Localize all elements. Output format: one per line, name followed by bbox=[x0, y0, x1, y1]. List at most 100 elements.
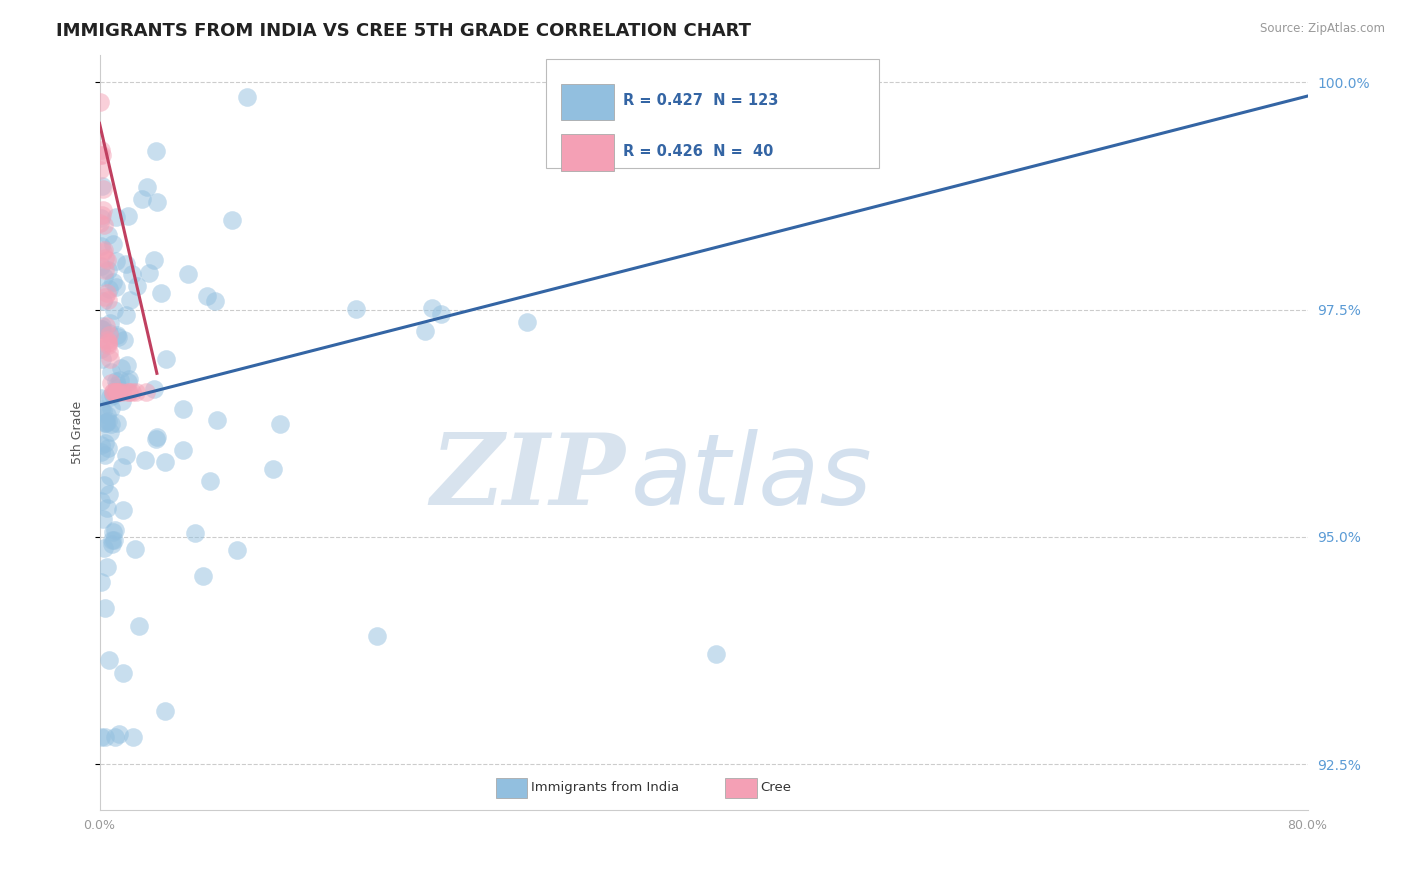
Point bbox=[90, 437, 112, 451]
Point bbox=[90, 259, 112, 273]
Point bbox=[105, 416, 128, 430]
Point bbox=[117, 209, 139, 223]
Point bbox=[269, 417, 291, 431]
Point bbox=[90, 342, 112, 356]
Point bbox=[111, 459, 134, 474]
Point bbox=[107, 378, 129, 392]
Point bbox=[97, 282, 120, 296]
Point bbox=[91, 203, 114, 218]
Point bbox=[93, 182, 115, 196]
Point bbox=[262, 461, 284, 475]
Point bbox=[105, 384, 128, 399]
Point bbox=[420, 301, 443, 315]
Point bbox=[98, 316, 121, 330]
FancyBboxPatch shape bbox=[561, 84, 614, 120]
Point bbox=[90, 730, 112, 744]
Point bbox=[143, 253, 166, 268]
Point bbox=[94, 416, 117, 430]
Point bbox=[105, 384, 128, 399]
Point bbox=[97, 441, 120, 455]
Point bbox=[104, 280, 127, 294]
Point bbox=[221, 213, 243, 227]
Point bbox=[155, 454, 177, 468]
Point bbox=[111, 503, 134, 517]
Point bbox=[90, 391, 112, 405]
Point bbox=[93, 243, 115, 257]
Point bbox=[118, 372, 141, 386]
Point bbox=[98, 469, 121, 483]
Text: Immigrants from India: Immigrants from India bbox=[531, 781, 679, 794]
Point bbox=[105, 375, 128, 389]
Point bbox=[125, 278, 148, 293]
Point bbox=[98, 352, 121, 367]
Point bbox=[97, 335, 120, 350]
Point bbox=[128, 619, 150, 633]
Point bbox=[91, 244, 114, 259]
Point bbox=[145, 145, 167, 159]
Point bbox=[97, 335, 120, 350]
Point bbox=[107, 727, 129, 741]
Point bbox=[96, 500, 118, 515]
Point bbox=[155, 704, 177, 718]
Point bbox=[89, 95, 111, 109]
Point bbox=[110, 394, 132, 409]
Point bbox=[97, 344, 120, 359]
Point bbox=[90, 239, 112, 253]
Point bbox=[98, 487, 121, 501]
Point bbox=[117, 375, 139, 389]
Point bbox=[101, 536, 124, 550]
Point bbox=[115, 308, 138, 322]
Point bbox=[103, 384, 125, 399]
Text: ZIP: ZIP bbox=[430, 429, 626, 526]
Point bbox=[97, 414, 120, 428]
Point bbox=[145, 433, 167, 447]
Text: R = 0.427  N = 123: R = 0.427 N = 123 bbox=[623, 94, 778, 109]
Point bbox=[98, 327, 121, 342]
Point bbox=[94, 416, 117, 430]
Point bbox=[96, 415, 118, 429]
Point bbox=[91, 512, 114, 526]
Point bbox=[103, 533, 125, 547]
Point bbox=[90, 143, 112, 157]
Point bbox=[91, 322, 114, 336]
Point bbox=[107, 384, 129, 399]
Point bbox=[96, 333, 118, 347]
Point bbox=[90, 445, 112, 459]
Point bbox=[94, 251, 117, 265]
Text: atlas: atlas bbox=[631, 429, 873, 526]
Point bbox=[236, 90, 259, 104]
Point bbox=[101, 388, 124, 402]
Point bbox=[100, 365, 122, 379]
Point bbox=[97, 293, 120, 307]
Point bbox=[98, 425, 121, 439]
Point bbox=[93, 218, 115, 232]
Point bbox=[107, 330, 129, 344]
Point bbox=[704, 648, 727, 662]
Point bbox=[413, 324, 436, 338]
FancyBboxPatch shape bbox=[496, 778, 527, 797]
Point bbox=[90, 494, 112, 508]
Point bbox=[176, 267, 198, 281]
Point bbox=[108, 384, 131, 399]
Point bbox=[101, 384, 124, 399]
Point bbox=[93, 478, 115, 492]
Point bbox=[195, 289, 218, 303]
Point bbox=[98, 390, 121, 404]
Point bbox=[366, 629, 388, 643]
Text: Cree: Cree bbox=[761, 781, 792, 794]
Point bbox=[91, 178, 114, 193]
Point bbox=[204, 293, 226, 308]
Point bbox=[104, 210, 127, 224]
Point bbox=[344, 301, 367, 316]
Text: R = 0.426  N =  40: R = 0.426 N = 40 bbox=[623, 145, 773, 160]
Point bbox=[91, 404, 114, 418]
Point bbox=[516, 315, 538, 329]
Point bbox=[97, 228, 120, 243]
Point bbox=[198, 474, 221, 488]
Point bbox=[91, 294, 114, 309]
Point bbox=[94, 263, 117, 277]
Point bbox=[205, 412, 228, 426]
Point bbox=[115, 358, 138, 372]
FancyBboxPatch shape bbox=[561, 135, 614, 170]
Point bbox=[134, 452, 156, 467]
